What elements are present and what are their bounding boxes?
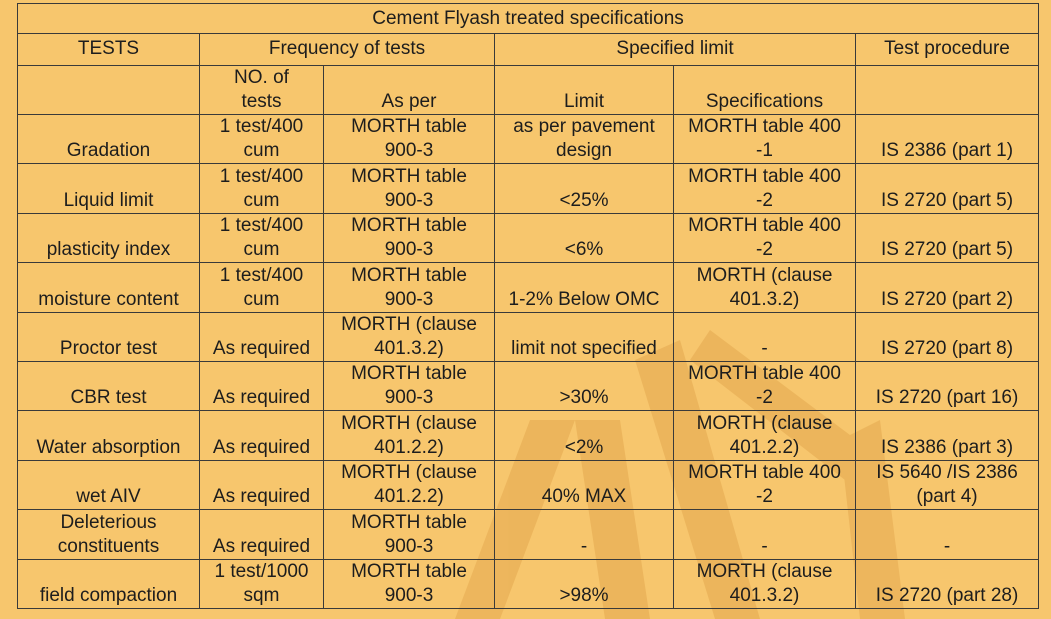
cell-limit: limit not specified: [494, 311, 674, 362]
table-row: CBR test As required MORTH table 900-3 >…: [17, 360, 1040, 412]
cell-specifications: MORTH (clause 401.3.2): [673, 262, 856, 313]
cell-test: Liquid limit: [17, 163, 200, 214]
cell-limit: <6%: [494, 212, 674, 264]
cell-specifications: MORTH table 400 -2: [673, 360, 856, 412]
header-tests: TESTS: [17, 33, 200, 66]
cell-test-procedure: IS 5640 /IS 2386 (part 4): [854, 459, 1040, 511]
cell-no-of-tests: 1 test/400 cum: [199, 212, 324, 264]
cell-as-per: MORTH table 900-3: [323, 212, 495, 264]
title-row: Cement Flyash treated specifications: [16, 2, 1040, 35]
cell-specifications: MORTH (clause 401.3.2): [673, 558, 856, 610]
subheader-no-of-tests: NO. of tests: [199, 64, 324, 115]
cell-no-of-tests: As required: [199, 410, 324, 461]
cell-no-of-tests: As required: [199, 459, 324, 511]
header-test-procedure: Test procedure: [854, 33, 1040, 66]
table-row: wet AIV As required MORTH (clause 401.2.…: [17, 459, 1040, 511]
cell-test: Proctor test: [17, 311, 200, 362]
cell-as-per: MORTH table 900-3: [323, 558, 495, 610]
cell-specifications: -: [673, 311, 856, 362]
cell-test-procedure: IS 2720 (part 8): [854, 311, 1040, 362]
subheader-row: NO. of tests As per Limit Specifications: [17, 64, 1040, 115]
cell-test-procedure: IS 2720 (part 5): [854, 212, 1040, 264]
cell-limit: 40% MAX: [494, 459, 674, 511]
cell-as-per: MORTH table 900-3: [323, 509, 495, 560]
cell-limit: <25%: [494, 163, 674, 214]
cell-no-of-tests: As required: [199, 509, 324, 560]
cell-no-of-tests: 1 test/400 cum: [199, 113, 324, 165]
cell-no-of-tests: As required: [199, 360, 324, 412]
table-row: Proctor test As required MORTH (clause 4…: [17, 311, 1040, 362]
subheader-specifications: Specifications: [673, 64, 856, 115]
table-row: Liquid limit 1 test/400 cum MORTH table …: [17, 163, 1040, 214]
cell-test-procedure: IS 2720 (part 16): [854, 360, 1040, 412]
cell-as-per: MORTH (clause 401.2.2): [323, 459, 495, 511]
cell-test: plasticity index: [17, 212, 200, 264]
cell-test-procedure: IS 2720 (part 5): [854, 163, 1040, 214]
cell-no-of-tests: As required: [199, 311, 324, 362]
cell-no-of-tests: 1 test/400 cum: [199, 163, 324, 214]
cell-test: Water absorption: [17, 410, 200, 461]
table-row: Water absorption As required MORTH (clau…: [17, 410, 1040, 461]
subheader-blank: [854, 64, 1040, 115]
table-title: Cement Flyash treated specifications: [16, 2, 1040, 35]
cell-as-per: MORTH (clause 401.3.2): [323, 311, 495, 362]
cell-as-per: MORTH table 900-3: [323, 163, 495, 214]
cell-limit: -: [494, 509, 674, 560]
cell-as-per: MORTH (clause 401.2.2): [323, 410, 495, 461]
cell-test-procedure: IS 2720 (part 28): [854, 558, 1040, 610]
cell-test-procedure: IS 2720 (part 2): [854, 262, 1040, 313]
header-row: TESTS Frequency of tests Specified limit…: [17, 33, 1040, 66]
cell-no-of-tests: 1 test/400 cum: [199, 262, 324, 313]
cell-as-per: MORTH table 900-3: [323, 262, 495, 313]
subheader-blank: [17, 64, 200, 115]
cell-limit: 1-2% Below OMC: [494, 262, 674, 313]
cell-test: wet AIV: [17, 459, 200, 511]
table-row: Deleterious constituents As required MOR…: [17, 509, 1040, 560]
subheader-limit: Limit: [494, 64, 674, 115]
table-row: field compaction 1 test/1000 sqm MORTH t…: [17, 558, 1040, 610]
cell-limit: <2%: [494, 410, 674, 461]
cell-specifications: MORTH table 400 -2: [673, 212, 856, 264]
header-frequency-of-tests: Frequency of tests: [199, 33, 495, 66]
cell-limit: >30%: [494, 360, 674, 412]
cell-specifications: MORTH (clause 401.2.2): [673, 410, 856, 461]
table-row: moisture content 1 test/400 cum MORTH ta…: [17, 262, 1040, 313]
cell-no-of-tests: 1 test/1000 sqm: [199, 558, 324, 610]
cell-test: moisture content: [17, 262, 200, 313]
table-row: plasticity index 1 test/400 cum MORTH ta…: [17, 212, 1040, 264]
cell-test-procedure: -: [854, 509, 1040, 560]
cell-test: CBR test: [17, 360, 200, 412]
cell-specifications: MORTH table 400 -1: [673, 113, 856, 165]
cell-specifications: MORTH table 400 -2: [673, 163, 856, 214]
cell-limit: >98%: [494, 558, 674, 610]
table-row: Gradation 1 test/400 cum MORTH table 900…: [17, 113, 1040, 165]
cell-as-per: MORTH table 900-3: [323, 360, 495, 412]
cell-test: Gradation: [17, 113, 200, 165]
cell-specifications: MORTH table 400 -2: [673, 459, 856, 511]
subheader-as-per: As per: [323, 64, 495, 115]
header-specified-limit: Specified limit: [494, 33, 856, 66]
cell-limit: as per pavement design: [494, 113, 674, 165]
cell-specifications: -: [673, 509, 856, 560]
specifications-table: Cement Flyash treated specifications TES…: [16, 2, 1040, 610]
cell-as-per: MORTH table 900-3: [323, 113, 495, 165]
cell-test-procedure: IS 2386 (part 1): [854, 113, 1040, 165]
cell-test: Deleterious constituents: [17, 509, 200, 560]
cell-test-procedure: IS 2386 (part 3): [854, 410, 1040, 461]
cell-test: field compaction: [17, 558, 200, 610]
